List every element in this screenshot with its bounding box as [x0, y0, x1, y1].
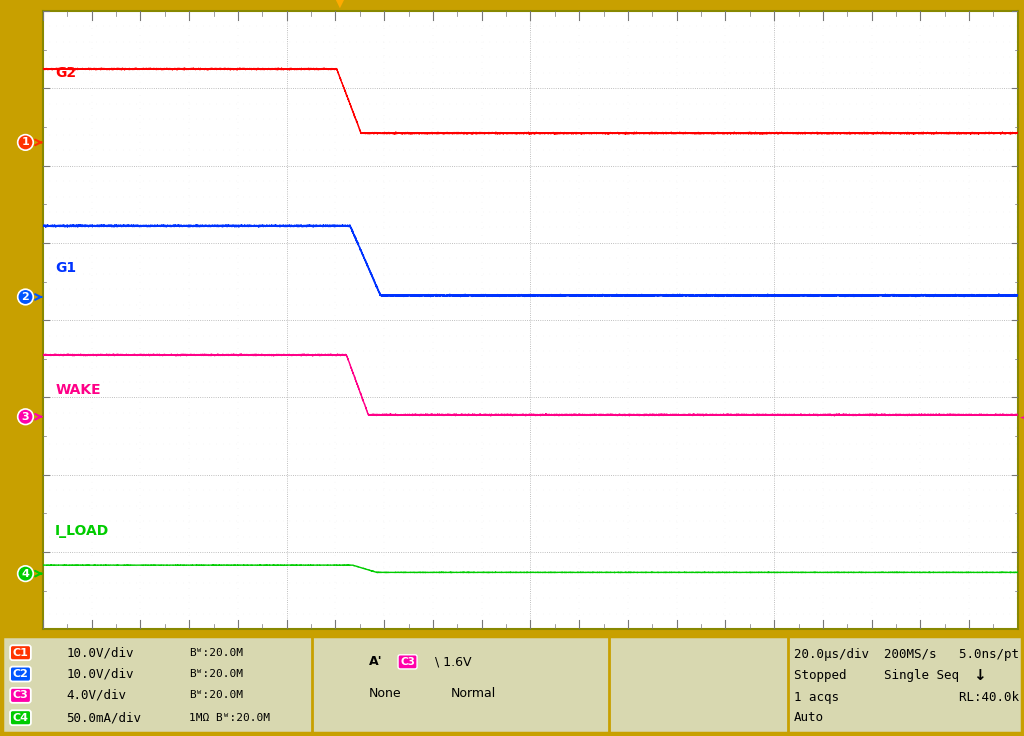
Text: 1MΩ Bᵂ:20.0M: 1MΩ Bᵂ:20.0M [189, 712, 270, 723]
Text: 4.0V/div: 4.0V/div [67, 689, 127, 702]
Text: 3: 3 [22, 411, 30, 422]
Text: 50.0mA/div: 50.0mA/div [67, 711, 141, 724]
Text: 1 acqs                RL:40.0k: 1 acqs RL:40.0k [794, 691, 1019, 704]
Text: \ 1.6V: \ 1.6V [435, 655, 472, 668]
Text: C1: C1 [12, 648, 29, 658]
Text: Bᵂ:20.0M: Bᵂ:20.0M [189, 648, 244, 658]
Text: WAKE: WAKE [55, 383, 100, 397]
Text: G1: G1 [55, 261, 77, 275]
Text: G2: G2 [55, 66, 77, 79]
Text: None: None [369, 687, 401, 700]
Text: Auto: Auto [794, 711, 823, 724]
Text: ↓: ↓ [973, 668, 985, 682]
Text: A': A' [369, 655, 382, 668]
Text: ▼: ▼ [334, 0, 347, 10]
Text: Bᵂ:20.0M: Bᵂ:20.0M [189, 669, 244, 679]
Text: 1: 1 [22, 138, 30, 147]
Text: 2: 2 [22, 292, 30, 302]
Text: 4: 4 [22, 569, 30, 578]
Text: 10.0V/div: 10.0V/div [67, 646, 134, 659]
Text: Normal: Normal [451, 687, 496, 700]
Text: C4: C4 [12, 712, 29, 723]
Text: Bᵂ:20.0M: Bᵂ:20.0M [189, 690, 244, 701]
Text: C2: C2 [12, 669, 29, 679]
Text: C3: C3 [12, 690, 29, 701]
Text: I_LOAD: I_LOAD [55, 524, 110, 538]
Text: 20.0μs/div  200MS/s   5.0ns/pt: 20.0μs/div 200MS/s 5.0ns/pt [794, 648, 1019, 661]
Text: C3: C3 [400, 657, 415, 667]
Text: Stopped     Single Seq: Stopped Single Seq [794, 668, 958, 682]
Text: ◄: ◄ [1020, 408, 1024, 425]
Text: 10.0V/div: 10.0V/div [67, 668, 134, 681]
